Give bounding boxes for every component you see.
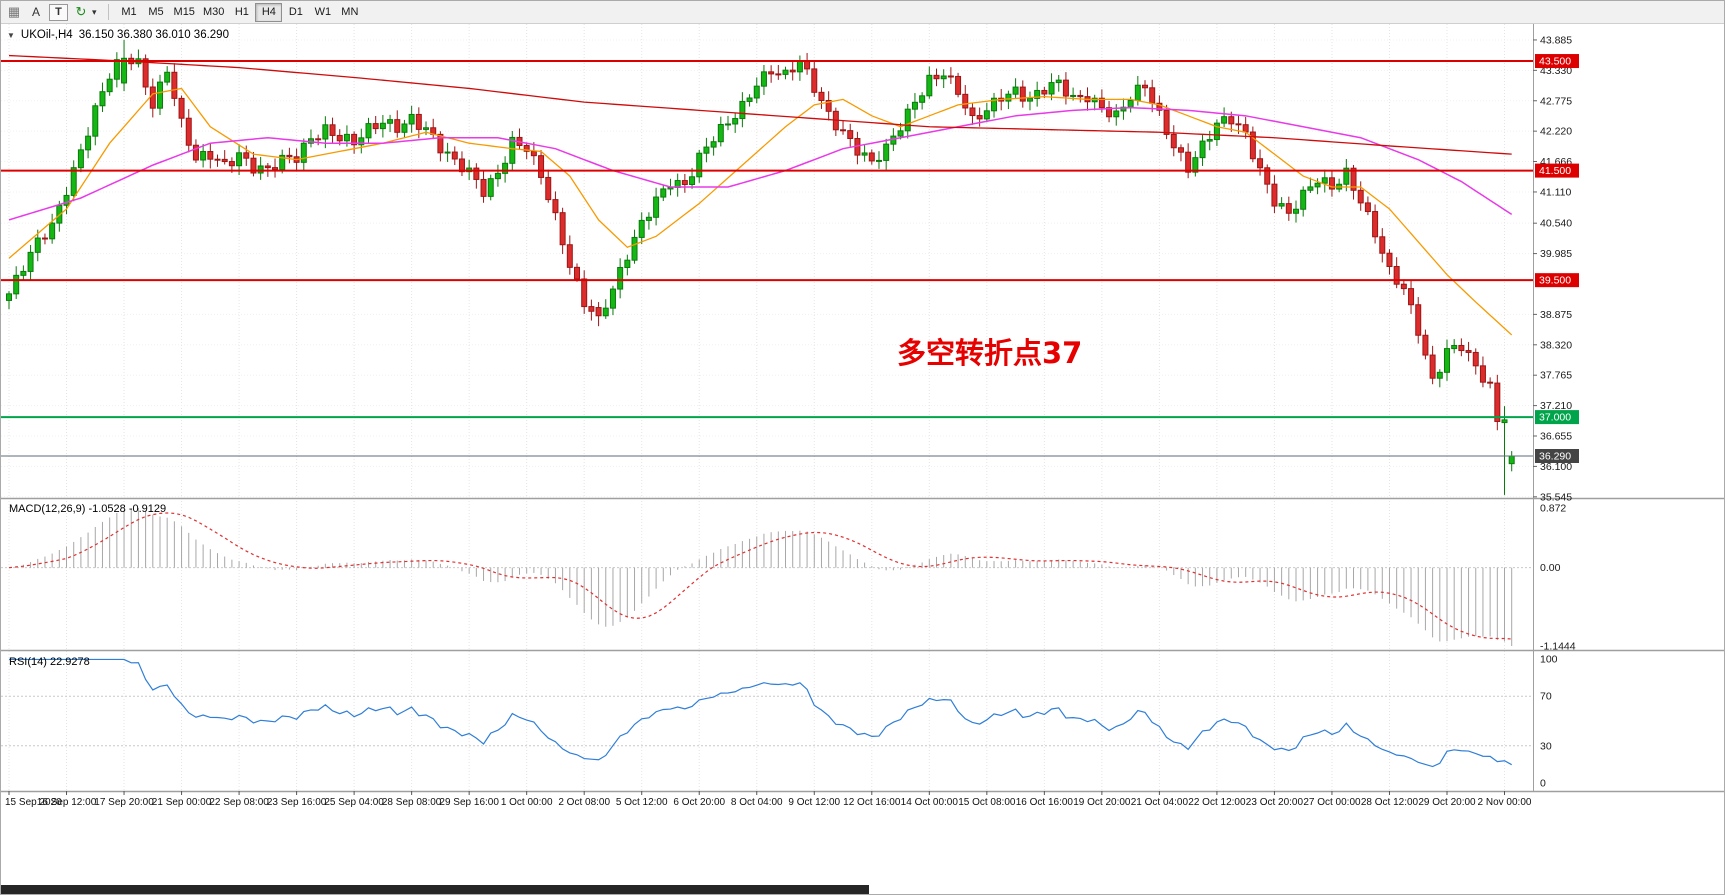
svg-text:100: 100	[1540, 654, 1558, 666]
svg-text:36.655: 36.655	[1540, 431, 1572, 443]
svg-text:6 Oct 20:00: 6 Oct 20:00	[673, 797, 725, 808]
macd-panel	[1, 508, 1533, 646]
svg-text:36.100: 36.100	[1540, 461, 1572, 473]
svg-text:42.220: 42.220	[1540, 126, 1572, 138]
svg-text:70: 70	[1540, 691, 1552, 703]
candles-layer	[6, 39, 1515, 495]
svg-text:5 Oct 12:00: 5 Oct 12:00	[616, 797, 668, 808]
timeframe-button-w1[interactable]: W1	[314, 6, 332, 19]
text-tool-icon[interactable]: T	[49, 3, 68, 21]
chart-header: ▼ UKOil-,H4 36.150 36.380 36.010 36.290	[7, 29, 229, 41]
level-lines-layer	[1, 60, 1533, 457]
timeframe-button-m5[interactable]: M5	[148, 6, 164, 19]
svg-text:29 Oct 20:00: 29 Oct 20:00	[1418, 797, 1476, 808]
svg-text:19 Oct 20:00: 19 Oct 20:00	[1073, 797, 1131, 808]
toolbar-separator	[107, 4, 109, 20]
svg-text:28 Sep 08:00: 28 Sep 08:00	[382, 797, 442, 808]
svg-text:27 Oct 00:00: 27 Oct 00:00	[1303, 797, 1361, 808]
svg-text:23 Oct 20:00: 23 Oct 20:00	[1246, 797, 1304, 808]
symbol-timeframe-label: UKOil-,H4	[20, 29, 73, 41]
timeframe-button-d1[interactable]: D1	[288, 6, 303, 19]
chart-annotation-text[interactable]: 多空转折点37	[897, 336, 1083, 370]
svg-text:39.500: 39.500	[1539, 275, 1571, 287]
svg-text:35.545: 35.545	[1540, 491, 1572, 503]
svg-text:0.872: 0.872	[1540, 503, 1566, 515]
ma-mid-line	[8, 106, 1513, 221]
svg-text:37.765: 37.765	[1540, 370, 1572, 382]
svg-text:1 Oct 00:00: 1 Oct 00:00	[501, 797, 553, 808]
svg-text:37.000: 37.000	[1539, 412, 1571, 424]
price-scale: 43.88543.33042.77542.22041.66641.11040.5…	[1533, 34, 1579, 503]
svg-text:9 Oct 12:00: 9 Oct 12:00	[788, 797, 840, 808]
chart-area: 43.885 43.330 42.775 42.220 41.666 41.110 40.5…	[1, 24, 1725, 887]
svg-text:15 Oct 08:00: 15 Oct 08:00	[958, 797, 1016, 808]
macd-signal-line	[8, 512, 1512, 640]
svg-text:29 Sep 16:00: 29 Sep 16:00	[439, 797, 499, 808]
svg-text:17 Sep 20:00: 17 Sep 20:00	[94, 797, 154, 808]
dropdown-caret-icon[interactable]: ▾	[92, 6, 97, 17]
svg-text:16 Oct 16:00: 16 Oct 16:00	[1016, 797, 1074, 808]
rsi-panel	[1, 658, 1533, 768]
svg-text:39.985: 39.985	[1540, 248, 1572, 260]
rsi-line	[9, 658, 1512, 768]
ohlc-values: 36.150 36.380 36.010 36.290	[78, 29, 229, 41]
timeframe-button-h1[interactable]: H1	[234, 6, 249, 19]
timeframe-button-m1[interactable]: M1	[121, 6, 137, 19]
svg-text:41.500: 41.500	[1539, 165, 1571, 177]
svg-text:30: 30	[1540, 740, 1552, 752]
svg-text:0.00: 0.00	[1540, 562, 1561, 574]
toolbar: ▦ A T ↻ ▾ M1 M5 M15 M30 H1 H4 D1 W1 MN	[1, 1, 1724, 24]
collapse-chart-icon[interactable]: ▼	[7, 30, 15, 40]
macd-header: MACD(12,26,9) -1.0528 -0.9129	[9, 503, 167, 515]
timeframe-button-mn[interactable]: MN	[341, 6, 359, 19]
svg-text:2 Oct 08:00: 2 Oct 08:00	[558, 797, 610, 808]
svg-text:36.290: 36.290	[1539, 451, 1571, 463]
svg-text:21 Oct 04:00: 21 Oct 04:00	[1131, 797, 1189, 808]
svg-text:43.500: 43.500	[1539, 56, 1571, 68]
svg-text:15 Sep 2020: 15 Sep 2020	[5, 797, 62, 808]
svg-text:38.320: 38.320	[1540, 339, 1572, 351]
cursor-a-icon[interactable]: A	[31, 5, 40, 19]
chart-canvas[interactable]: 43.88543.33042.77542.22041.66641.11040.5…	[1, 24, 1725, 884]
current-price-label	[1535, 449, 1579, 463]
svg-text:16 Sep 12:00: 16 Sep 12:00	[37, 797, 97, 808]
timeframe-button-m30[interactable]: M30	[202, 6, 225, 19]
ma-slow-line	[8, 54, 1512, 155]
refresh-icon[interactable]: ↻	[75, 4, 87, 19]
grid-layer	[1, 24, 1533, 791]
svg-text:22 Oct 12:00: 22 Oct 12:00	[1188, 797, 1246, 808]
svg-text:8 Oct 04:00: 8 Oct 04:00	[731, 797, 783, 808]
chart-grid-icon[interactable]: ▦	[7, 4, 21, 19]
timeframe-button-m15[interactable]: M15	[173, 6, 195, 19]
timeframe-button-h4[interactable]: H4	[255, 2, 283, 22]
svg-text:42.775: 42.775	[1540, 95, 1572, 107]
svg-text:23 Sep 16:00: 23 Sep 16:00	[267, 797, 327, 808]
timeframe-toolbar: M1 M5 M15 M30 H1 H4 D1 W1 MN	[116, 2, 364, 22]
svg-text:41.110: 41.110	[1540, 186, 1571, 198]
svg-text:28 Oct 12:00: 28 Oct 12:00	[1361, 797, 1419, 808]
svg-text:22 Sep 08:00: 22 Sep 08:00	[209, 797, 269, 808]
rsi-header: RSI(14) 22.9278	[9, 656, 90, 668]
svg-text:21 Sep 00:00: 21 Sep 00:00	[152, 797, 212, 808]
svg-text:37.210: 37.210	[1540, 400, 1572, 412]
svg-text:25 Sep 04:00: 25 Sep 04:00	[324, 797, 384, 808]
svg-text:40.540: 40.540	[1540, 218, 1572, 230]
ma-fast-line	[8, 87, 1513, 336]
svg-text:38.875: 38.875	[1540, 309, 1572, 321]
horizontal-scrollbar[interactable]	[1, 885, 869, 894]
svg-text:0: 0	[1540, 778, 1546, 790]
svg-text:2 Nov 00:00: 2 Nov 00:00	[1478, 797, 1532, 808]
svg-text:43.885: 43.885	[1540, 34, 1572, 46]
svg-text:12 Oct 16:00: 12 Oct 16:00	[843, 797, 901, 808]
svg-text:-1.1444: -1.1444	[1540, 641, 1576, 653]
svg-text:14 Oct 00:00: 14 Oct 00:00	[901, 797, 959, 808]
